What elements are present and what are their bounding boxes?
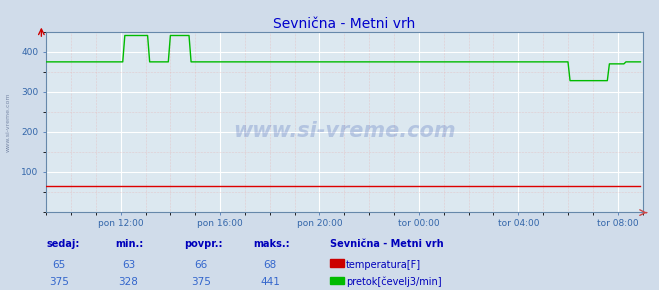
Text: 65: 65 xyxy=(53,260,66,269)
Title: Sevnična - Metni vrh: Sevnična - Metni vrh xyxy=(273,17,415,31)
Text: min.:: min.: xyxy=(115,239,144,249)
Text: 441: 441 xyxy=(260,277,280,287)
Text: 68: 68 xyxy=(264,260,277,269)
Text: 63: 63 xyxy=(122,260,135,269)
Text: 328: 328 xyxy=(119,277,138,287)
Text: pretok[čevelj3/min]: pretok[čevelj3/min] xyxy=(346,277,442,287)
Text: povpr.:: povpr.: xyxy=(185,239,223,249)
Text: www.si-vreme.com: www.si-vreme.com xyxy=(5,92,11,152)
Text: www.si-vreme.com: www.si-vreme.com xyxy=(233,121,455,141)
Text: Sevnična - Metni vrh: Sevnična - Metni vrh xyxy=(330,239,443,249)
Text: maks.:: maks.: xyxy=(254,239,291,249)
Text: sedaj:: sedaj: xyxy=(46,239,80,249)
Text: temperatura[F]: temperatura[F] xyxy=(346,260,421,269)
Text: 375: 375 xyxy=(191,277,211,287)
Text: 375: 375 xyxy=(49,277,69,287)
Text: 66: 66 xyxy=(194,260,208,269)
